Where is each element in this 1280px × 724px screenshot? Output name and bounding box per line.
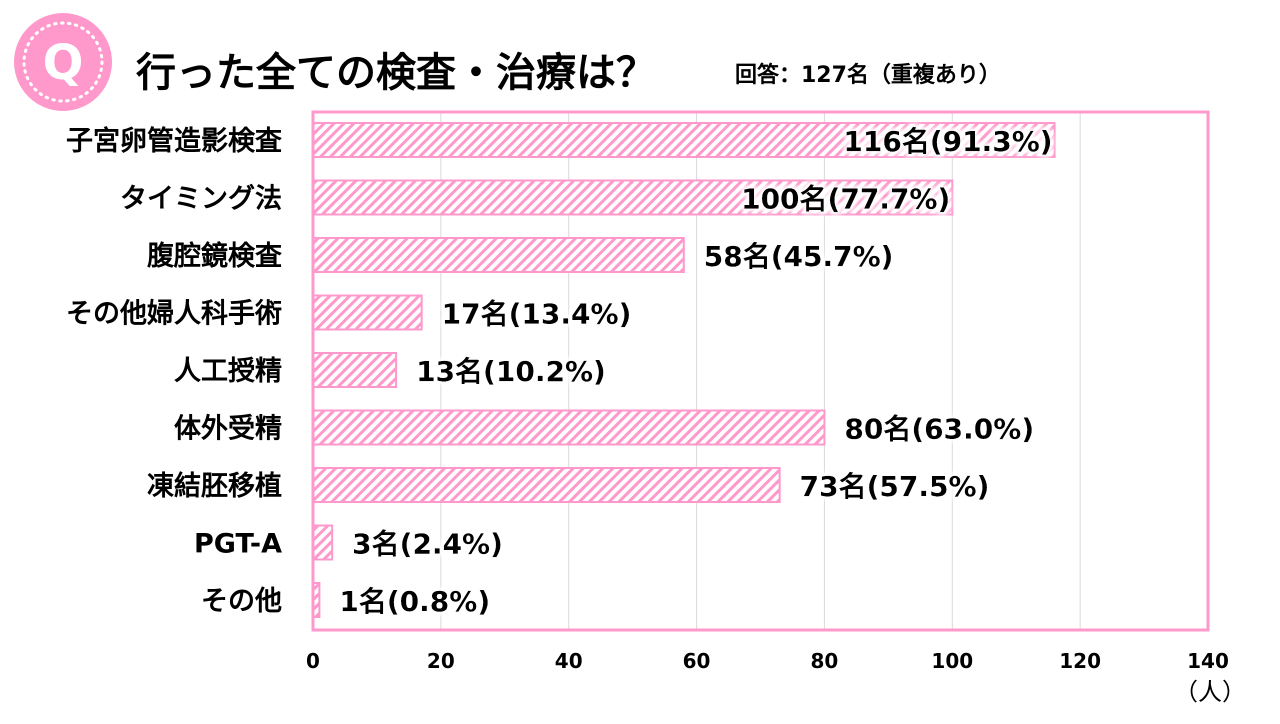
- category-label: 腹腔鏡検査: [146, 240, 282, 272]
- category-label: 子宮卵管造影検査: [66, 125, 282, 157]
- x-tick-label: 20: [427, 649, 455, 673]
- x-tick-labels: 0 20 40 60 80 100 120 140: [306, 649, 1229, 673]
- x-tick-label: 100: [931, 649, 973, 673]
- category-label: PGT-A: [194, 529, 282, 560]
- x-tick-label: 60: [683, 649, 711, 673]
- category-label: その他: [201, 586, 282, 617]
- plot-frame: [311, 110, 1210, 632]
- data-label: 17名(13.4%): [442, 298, 632, 331]
- x-tick-label: 120: [1059, 649, 1101, 673]
- bar: [312, 237, 685, 273]
- category-labels: 子宮卵管造影検査タイミング法腹腔鏡検査その他婦人科手術人工授精体外受精凍結胚移植…: [66, 125, 282, 617]
- bars: [312, 122, 1056, 618]
- bar: [312, 179, 954, 216]
- page-title: 行った全ての検査・治療は？: [136, 50, 656, 96]
- x-tick-label: 40: [555, 649, 583, 673]
- data-label: 3名(2.4%): [352, 528, 503, 561]
- x-tick-label: 80: [811, 649, 839, 673]
- data-label: 58名(45.7%): [704, 240, 894, 273]
- category-label: 体外受精: [174, 413, 282, 445]
- x-tick-label: 0: [306, 649, 320, 673]
- category-label: 凍結胚移植: [147, 470, 282, 502]
- q-badge: Q: [14, 13, 112, 111]
- data-label: 1名(0.8%): [339, 585, 490, 618]
- data-label: 116名(91.3%): [843, 125, 1052, 158]
- x-axis-unit: （人）: [1174, 678, 1246, 706]
- x-tick-label: 140: [1187, 649, 1229, 673]
- bar: [312, 294, 423, 331]
- data-label: 13名(10.2%): [416, 355, 606, 388]
- bar: [312, 122, 1056, 158]
- bar: [312, 524, 334, 561]
- data-label: 100名(77.7%): [741, 183, 950, 216]
- data-labels: 116名(91.3%) 100名(77.7%) 58名(45.7%) 17名(13.4…: [339, 125, 1052, 618]
- bar: [312, 352, 398, 388]
- bar: [312, 409, 826, 446]
- category-label: 人工授精: [174, 356, 282, 387]
- q-letter: Q: [43, 35, 84, 91]
- category-label: タイミング法: [120, 183, 282, 215]
- bar: [312, 467, 781, 503]
- respondents-note: 回答：127名（重複あり）: [735, 62, 1001, 88]
- category-label: その他婦人科手術: [66, 299, 282, 330]
- data-label: 73名(57.5%): [800, 470, 990, 503]
- data-label: 80名(63.0%): [844, 413, 1034, 446]
